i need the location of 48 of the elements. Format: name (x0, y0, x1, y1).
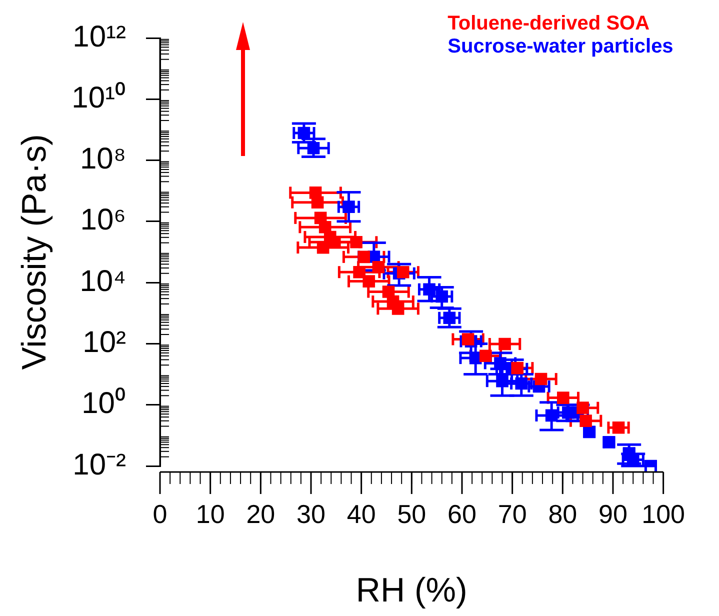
point (580, 414, 592, 427)
y-tick-label: 10⁰ (82, 387, 126, 420)
y-tick-label: 10⁶ (80, 204, 126, 237)
x-axis-title: RH (%) (356, 571, 468, 610)
point (311, 196, 324, 209)
x-tick-label: 80 (548, 498, 578, 529)
y-tick-label: 10² (82, 326, 126, 359)
x-tick-label: 20 (246, 498, 276, 529)
point (342, 200, 355, 213)
point (423, 283, 436, 296)
point (358, 250, 370, 264)
y-tick-label: 10⁻² (72, 448, 126, 482)
x-tick-label: 0 (152, 498, 168, 529)
point (353, 266, 366, 278)
point (496, 374, 508, 388)
point (612, 421, 625, 434)
point (362, 275, 376, 288)
point (392, 302, 404, 315)
x-tick-label: 90 (598, 498, 628, 529)
x-tick-label: 60 (448, 498, 476, 529)
point (626, 454, 640, 466)
point (576, 402, 589, 414)
x-tick-label: 10 (196, 498, 225, 529)
x-tick-label: 100 (642, 498, 686, 529)
y-tick-label: 10¹² (72, 20, 126, 54)
point (298, 126, 310, 140)
point (534, 372, 548, 386)
point (350, 236, 362, 248)
point (436, 290, 448, 303)
point (396, 266, 410, 278)
y-tick-label: 10¹⁰ (72, 81, 126, 114)
point (556, 392, 570, 404)
point (307, 142, 320, 154)
point (494, 357, 506, 370)
x-tick-label: 50 (397, 498, 426, 529)
y-tick-label: 10⁴ (80, 264, 126, 298)
text: Sucrose-water particles (448, 36, 674, 58)
y-tick-label: 10⁸ (80, 142, 126, 176)
point (545, 409, 558, 422)
point (443, 312, 456, 324)
x-tick-label: 30 (296, 498, 326, 529)
text: Toluene-derived SOA (448, 12, 650, 35)
point (511, 362, 524, 374)
y-axis-title: Viscosity (Pa·s) (15, 134, 54, 370)
point (498, 338, 511, 350)
x-tick-label: 40 (346, 498, 376, 529)
x-tick-label: 70 (498, 498, 527, 529)
point (372, 260, 385, 274)
